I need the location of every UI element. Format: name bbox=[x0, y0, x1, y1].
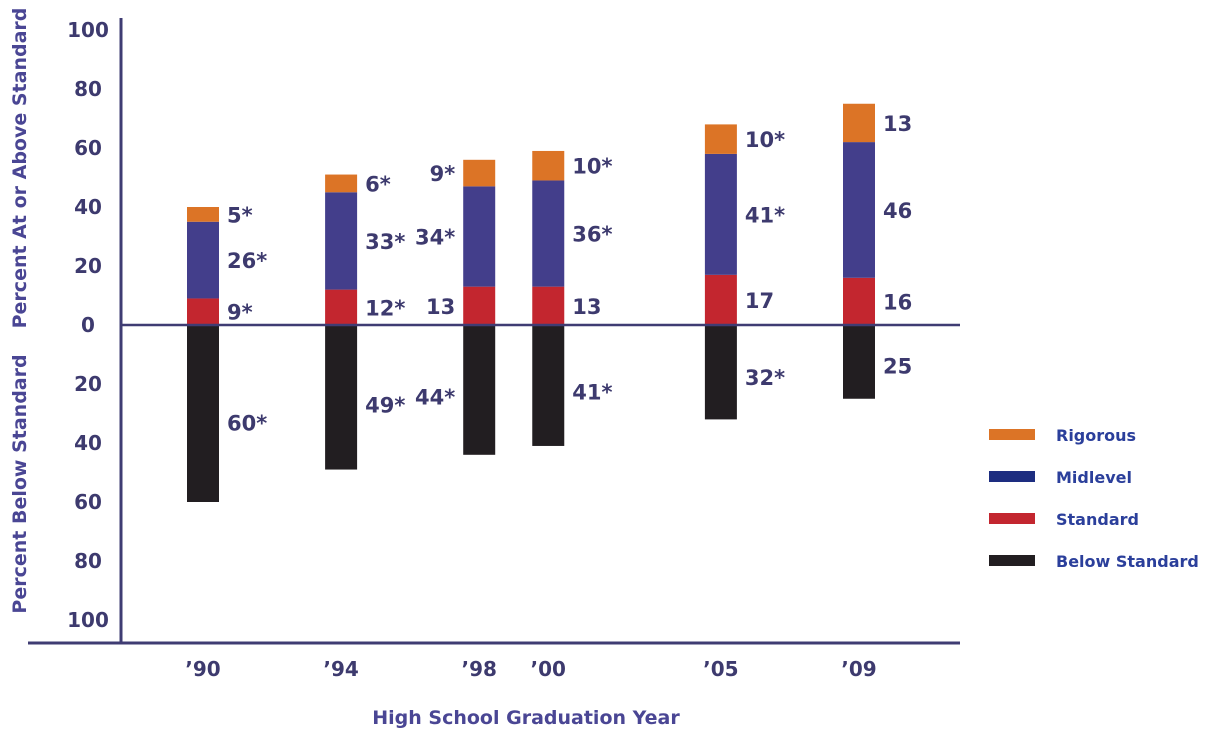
bar-rigorous bbox=[532, 150, 565, 181]
bar-standard bbox=[532, 286, 565, 325]
y-axis-title-lower: Percent Below Standard bbox=[9, 354, 31, 613]
x-tick-label: ’00 bbox=[531, 657, 566, 681]
x-tick-label: ’98 bbox=[461, 657, 496, 681]
legend-swatch bbox=[989, 555, 1035, 566]
data-label: 26* bbox=[227, 249, 267, 273]
bar-rigorous bbox=[325, 174, 358, 193]
legend: Rigorous Midlevel Standard Below Standard bbox=[989, 426, 1199, 571]
bars bbox=[187, 103, 875, 502]
data-label: 13 bbox=[883, 112, 912, 136]
y-tick-label: 60 bbox=[74, 136, 102, 160]
data-label: 9* bbox=[430, 162, 456, 186]
data-label: 6* bbox=[365, 172, 391, 196]
legend-label: Below Standard bbox=[1056, 552, 1199, 571]
bar-standard bbox=[704, 274, 737, 325]
y-tick-label: 20 bbox=[74, 254, 102, 278]
bar-midlevel bbox=[704, 153, 737, 275]
bar-below-standard bbox=[463, 325, 496, 455]
bar-standard bbox=[843, 277, 875, 325]
y-tick-label: 40 bbox=[74, 195, 102, 219]
bar-rigorous bbox=[463, 159, 496, 187]
bar-midlevel bbox=[325, 192, 358, 290]
legend-swatch bbox=[989, 513, 1035, 524]
y-tick-label: 20 bbox=[74, 372, 102, 396]
data-labels: 9* 26* 5* 60* 12* 33* 6* 49* 13 34* 9* 44* 13 36* 10* 4… bbox=[227, 112, 912, 435]
y-tick-label: 40 bbox=[74, 431, 102, 455]
y-axis-title-upper: Percent At or Above Standard bbox=[9, 8, 31, 329]
data-label: 16 bbox=[883, 290, 912, 314]
legend-label: Rigorous bbox=[1056, 426, 1136, 445]
legend-label: Standard bbox=[1056, 510, 1139, 529]
y-tick-label: 60 bbox=[74, 490, 102, 514]
x-tick-labels: ’90 ’94 ’98 ’00 ’05 ’09 bbox=[185, 657, 876, 681]
data-label: 5* bbox=[227, 203, 253, 227]
bar-below-standard bbox=[325, 325, 358, 470]
data-label: 33* bbox=[365, 230, 405, 254]
bar-below-standard bbox=[187, 325, 219, 502]
data-label: 49* bbox=[365, 394, 405, 418]
y-tick-label: 100 bbox=[67, 608, 109, 632]
data-label: 10* bbox=[745, 128, 785, 152]
data-label: 13 bbox=[572, 295, 601, 319]
bar-midlevel bbox=[843, 142, 875, 278]
x-tick-label: ’90 bbox=[185, 657, 220, 681]
x-tick-label: ’09 bbox=[841, 657, 876, 681]
y-tick-label: 0 bbox=[81, 313, 95, 337]
bar-standard bbox=[325, 289, 358, 325]
bar-below-standard bbox=[704, 325, 737, 420]
data-label: 17 bbox=[745, 289, 774, 313]
bar-below-standard bbox=[843, 325, 875, 399]
bar-midlevel bbox=[463, 186, 496, 287]
data-label: 41* bbox=[572, 381, 612, 405]
bar-standard bbox=[463, 286, 496, 325]
data-label: 36* bbox=[572, 223, 612, 247]
bar-standard bbox=[187, 298, 219, 325]
data-label: 13 bbox=[426, 295, 455, 319]
bar-rigorous bbox=[704, 124, 737, 154]
data-label: 9* bbox=[227, 301, 253, 325]
x-tick-label: ’05 bbox=[703, 657, 738, 681]
bar-below-standard bbox=[532, 325, 565, 446]
y-tick-label: 80 bbox=[74, 77, 102, 101]
y-tick-label: 100 bbox=[67, 18, 109, 42]
data-label: 60* bbox=[227, 411, 267, 435]
data-label: 32* bbox=[745, 366, 785, 390]
x-tick-label: ’94 bbox=[323, 657, 358, 681]
y-tick-label: 80 bbox=[74, 549, 102, 573]
legend-swatch bbox=[989, 429, 1035, 440]
bar-rigorous bbox=[843, 103, 875, 143]
data-label: 34* bbox=[415, 226, 455, 250]
legend-swatch bbox=[989, 471, 1035, 482]
y-tick-labels: 100 80 60 40 20 0 20 40 60 80 100 bbox=[67, 18, 109, 632]
axes bbox=[28, 18, 960, 645]
data-label: 12* bbox=[365, 296, 405, 320]
data-label: 44* bbox=[415, 385, 455, 409]
data-label: 10* bbox=[572, 155, 612, 179]
data-label: 46 bbox=[883, 199, 912, 223]
data-label: 41* bbox=[745, 203, 785, 227]
bar-midlevel bbox=[187, 221, 219, 299]
data-label: 25 bbox=[883, 355, 912, 379]
bar-rigorous bbox=[187, 207, 219, 222]
legend-label: Midlevel bbox=[1056, 468, 1132, 487]
x-axis-title: High School Graduation Year bbox=[372, 707, 680, 729]
bar-midlevel bbox=[532, 180, 565, 287]
